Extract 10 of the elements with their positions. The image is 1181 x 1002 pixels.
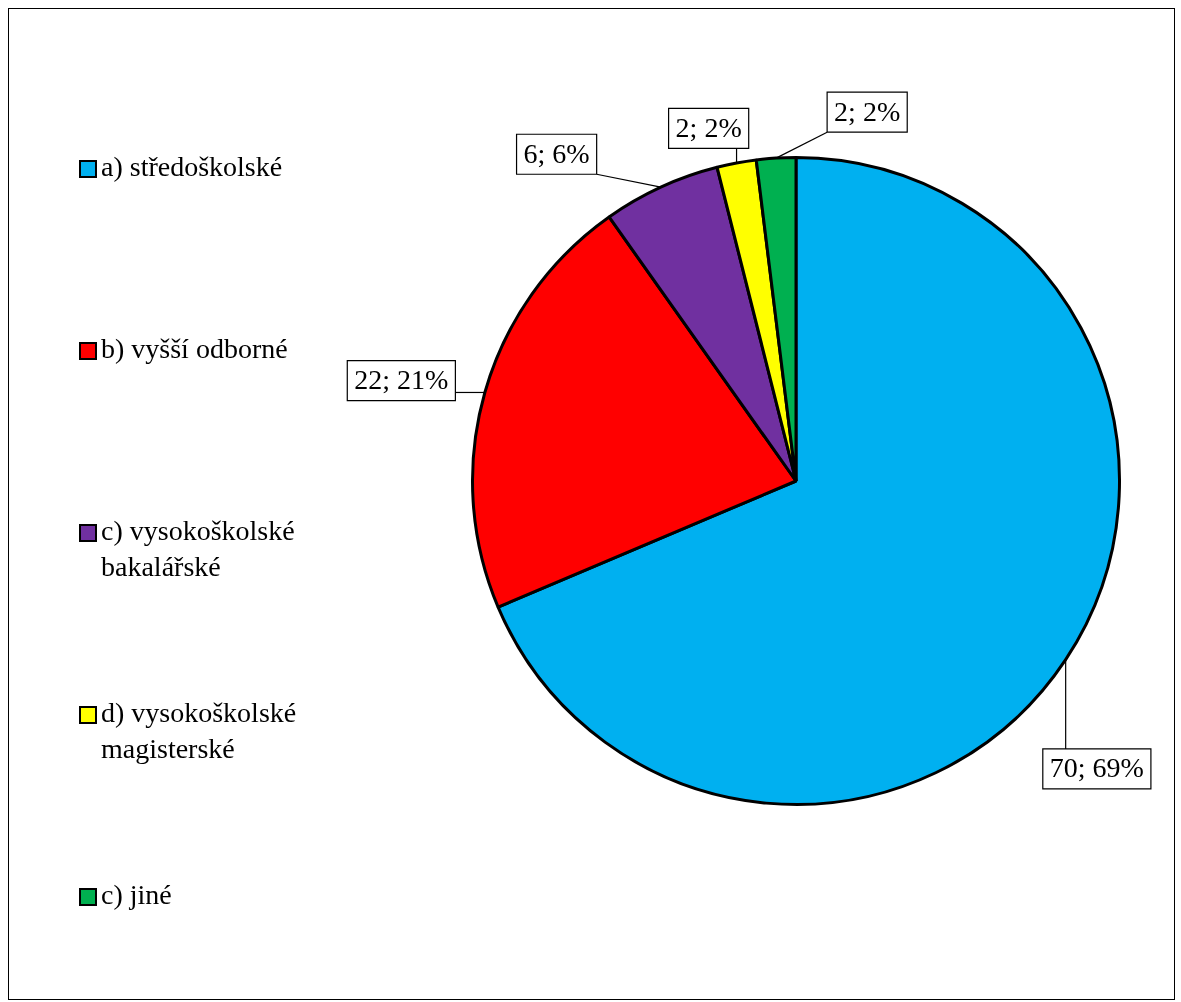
data-label: 70; 69%	[1049, 752, 1144, 784]
data-label: 2; 2%	[675, 111, 742, 143]
legend-label: b) vyšší odborné	[101, 332, 288, 366]
legend-label: a) středoškolské	[101, 150, 283, 184]
data-label: 2; 2%	[834, 95, 901, 127]
legend-label: c) vysokoškolské bakalářské	[101, 514, 296, 584]
legend-label: c) jiné	[101, 878, 172, 912]
legend-label: d) vysokoškolské magisterské	[101, 696, 298, 766]
data-label: 22; 21%	[354, 364, 449, 396]
data-label: 6; 6%	[523, 137, 590, 169]
